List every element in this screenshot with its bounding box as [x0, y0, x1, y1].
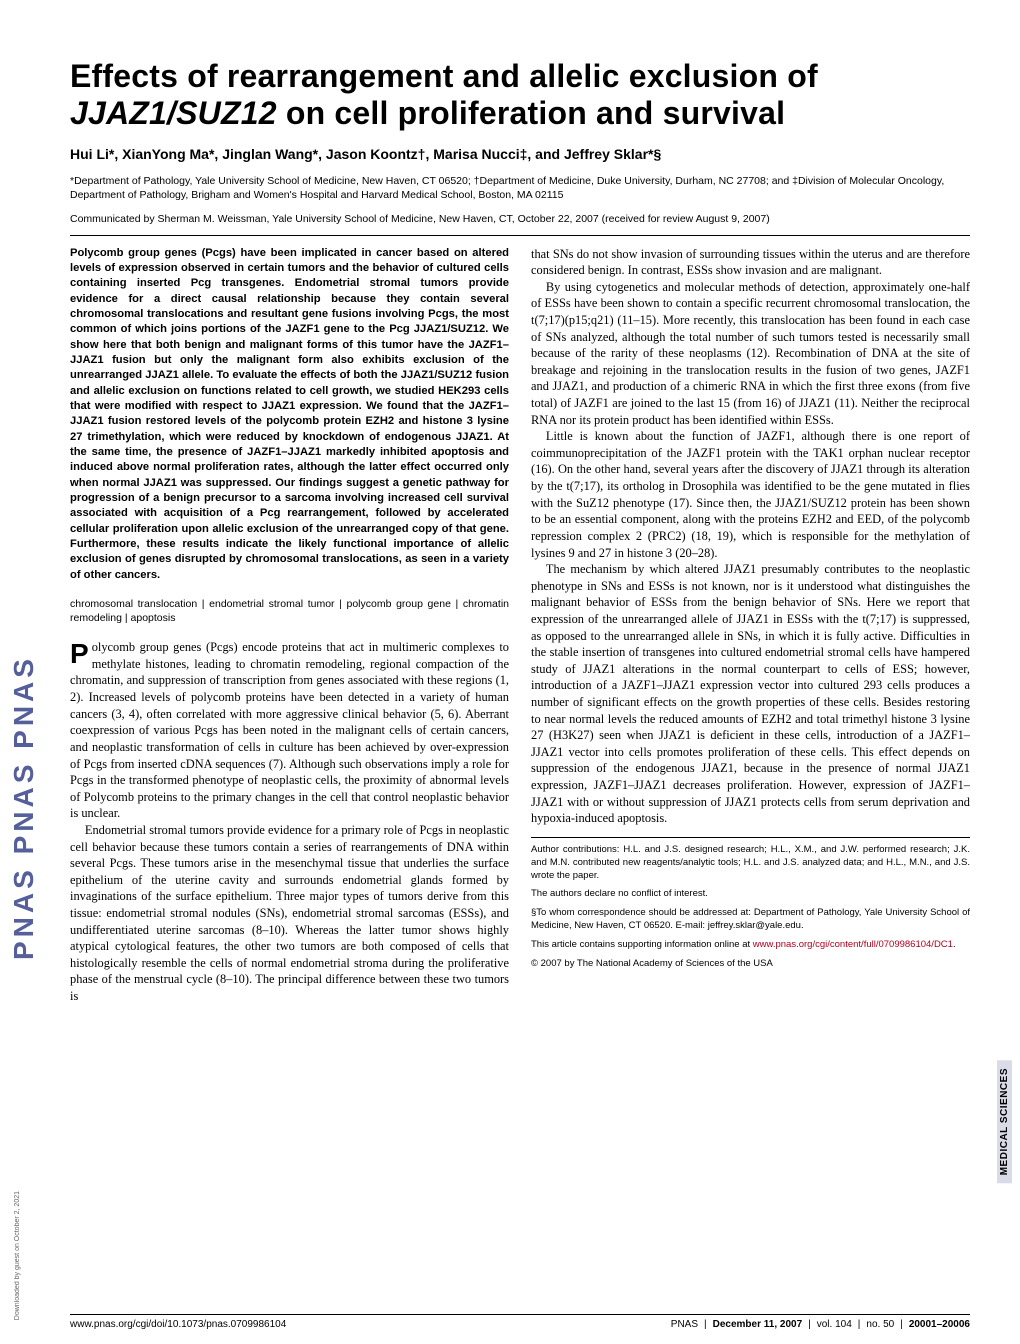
footer-pages: 20001–20006 — [909, 1319, 970, 1330]
title-line1: Effects of rearrangement and allelic exc… — [70, 58, 818, 94]
communicated-by: Communicated by Sherman M. Weissman, Yal… — [70, 213, 970, 225]
si-link[interactable]: www.pnas.org/cgi/content/full/0709986104… — [753, 939, 953, 950]
two-column-body: Polycomb group genes (Pcgs) have been im… — [70, 246, 970, 1005]
footer-vol: vol. 104 — [817, 1319, 852, 1330]
author-contributions: Author contributions: H.L. and J.S. desi… — [531, 844, 970, 882]
si-suffix: . — [953, 939, 956, 950]
body-paragraph: Polycomb group genes (Pcgs) encode prote… — [70, 639, 509, 822]
footer-left-doi: www.pnas.org/cgi/doi/10.1073/pnas.070998… — [70, 1319, 286, 1330]
supporting-info: This article contains supporting informa… — [531, 939, 970, 952]
pnas-sidebar: PNAS PNAS PNAS — [0, 0, 48, 1344]
page-content: Effects of rearrangement and allelic exc… — [70, 58, 970, 1304]
footer-journal: PNAS — [671, 1319, 698, 1330]
body-paragraph: By using cytogenetics and molecular meth… — [531, 279, 970, 428]
body-paragraph: Little is known about the function of JA… — [531, 428, 970, 561]
si-prefix: This article contains supporting informa… — [531, 939, 753, 950]
footer-issue: no. 50 — [866, 1319, 894, 1330]
affiliations: *Department of Pathology, Yale Universit… — [70, 174, 970, 202]
footer-right: PNAS|December 11, 2007|vol. 104|no. 50|2… — [671, 1319, 970, 1330]
page-footer: www.pnas.org/cgi/doi/10.1073/pnas.070998… — [70, 1314, 970, 1330]
footer-date: December 11, 2007 — [713, 1319, 803, 1330]
download-note: Downloaded by guest on October 2, 2021 — [14, 1191, 21, 1320]
authors: Hui Li*, XianYong Ma*, Jinglan Wang*, Ja… — [70, 146, 970, 162]
copyright: © 2007 by The National Academy of Scienc… — [531, 958, 970, 971]
conflict-statement: The authors declare no conflict of inter… — [531, 888, 970, 901]
divider — [70, 235, 970, 236]
body-paragraph: that SNs do not show invasion of surroun… — [531, 246, 970, 279]
section-badge: MEDICAL SCIENCES — [997, 1060, 1012, 1183]
page-title: Effects of rearrangement and allelic exc… — [70, 58, 970, 132]
keywords: chromosomal translocation | endometrial … — [70, 597, 509, 625]
title-gene: JJAZ1/SUZ12 — [70, 95, 277, 131]
footnotes: Author contributions: H.L. and J.S. desi… — [531, 837, 970, 971]
body-paragraph: The mechanism by which altered JJAZ1 pre… — [531, 561, 970, 827]
title-rest: on cell proliferation and survival — [277, 95, 785, 131]
pnas-logo-vertical: PNAS PNAS PNAS — [6, 60, 42, 960]
correspondence: §To whom correspondence should be addres… — [531, 907, 970, 933]
abstract: Polycomb group genes (Pcgs) have been im… — [70, 246, 509, 584]
body-paragraph: Endometrial stromal tumors provide evide… — [70, 822, 509, 1005]
